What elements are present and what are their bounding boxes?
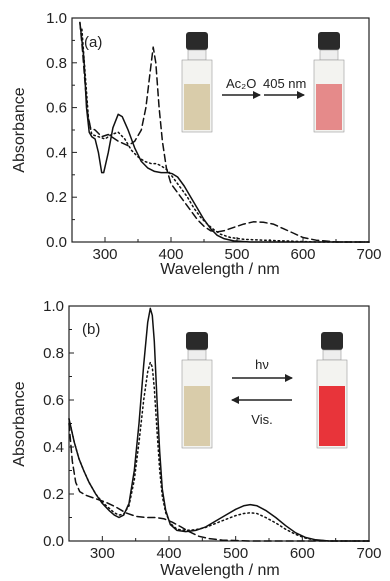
x-tick-label: 500 [224, 246, 249, 263]
x-axis-label-a: Wavelength / nm [160, 261, 279, 278]
x-tick-label: 600 [290, 545, 315, 562]
y-tick-label: 0.8 [46, 55, 67, 72]
vial-a-left [181, 32, 213, 133]
chart-panel-a: 300 400 500 600 700 0.0 0.2 0.4 0.6 0.8 1.0 (a) Ac… [11, 10, 382, 278]
vial-solution [184, 84, 210, 130]
vial-cap [321, 332, 343, 350]
panel-label-b: (b) [82, 321, 100, 338]
x-tick-label: 500 [223, 545, 248, 562]
x-tick-label: 700 [356, 246, 381, 263]
series-line-solid [79, 21, 370, 243]
y-tick-label: 0.6 [46, 100, 67, 117]
vial-cap [318, 32, 340, 50]
y-tick-label: 0.0 [43, 533, 64, 550]
vial-cap [186, 32, 208, 50]
chart-panel-b: 300 400 500 600 700 0.0 0.2 0.4 0.6 0.8 1.0 (b) hν… [11, 298, 382, 579]
x-tick-label: 400 [158, 246, 183, 263]
series-line-dashed [79, 21, 370, 243]
arrow-label-uv: hν [255, 357, 269, 372]
x-tick-label: 300 [92, 246, 117, 263]
x-tick-label: 600 [290, 246, 315, 263]
series-line-dotted [68, 361, 370, 542]
x-tick-label: 400 [156, 545, 181, 562]
vial-neck [322, 349, 342, 361]
vial-a-right [313, 32, 345, 133]
vial-neck [319, 49, 339, 61]
x-tick-label: 700 [356, 545, 381, 562]
y-tick-label: 0.4 [46, 144, 67, 161]
series-line-solid [68, 307, 370, 542]
y-tick-label: 1.0 [43, 298, 64, 315]
vial-b-right [316, 332, 348, 449]
y-tick-label: 0.2 [46, 189, 67, 206]
y-tick-label: 0.8 [43, 345, 64, 362]
x-tick-label: 300 [90, 545, 115, 562]
arrow-label-reagent: Ac₂O [226, 76, 256, 91]
vial-solution [184, 386, 210, 446]
y-axis-label-b: Absorbance [11, 381, 28, 466]
series-b [68, 307, 370, 542]
arrow-label-visible: Vis. [251, 412, 272, 427]
series-a [79, 21, 370, 243]
y-axis-label-a: Absorbance [11, 87, 28, 172]
x-axis-label-b: Wavelength / nm [160, 562, 279, 579]
y-tick-label: 1.0 [46, 10, 67, 27]
vial-solution [316, 84, 342, 130]
ticks-b: 300 400 500 600 700 0.0 0.2 0.4 0.6 0.8 1.0 [43, 298, 381, 562]
arrow-label-irradiation: 405 nm [263, 76, 306, 91]
y-tick-label: 0.2 [43, 486, 64, 503]
y-tick-label: 0.4 [43, 439, 64, 456]
series-line-dashed [68, 422, 370, 542]
y-tick-label: 0.0 [46, 234, 67, 251]
vial-neck [187, 349, 207, 361]
vial-neck [187, 49, 207, 61]
vial-solution [319, 386, 345, 446]
panel-label-a: (a) [84, 34, 102, 51]
vial-cap [186, 332, 208, 350]
ticks-a: 300 400 500 600 700 0.0 0.2 0.4 0.6 0.8 1.0 [46, 10, 381, 263]
series-line-dotted [81, 28, 370, 243]
vial-b-left [181, 332, 213, 449]
y-tick-label: 0.6 [43, 392, 64, 409]
